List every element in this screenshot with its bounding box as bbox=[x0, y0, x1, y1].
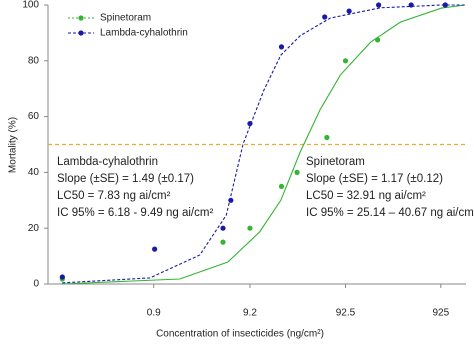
annotation: Slope (±SE) = 1.49 (±0.17) bbox=[57, 173, 194, 185]
y-tick-label: 20 bbox=[28, 223, 40, 234]
annotation: IC 95% = 25.14 – 40.67 ng ai/cm² bbox=[306, 207, 474, 219]
data-point bbox=[220, 239, 226, 245]
data-point bbox=[294, 169, 300, 175]
y-tick-label: 0 bbox=[33, 279, 39, 290]
y-axis-label: Mortality (%) bbox=[8, 117, 19, 173]
data-point bbox=[324, 134, 330, 141]
data-point bbox=[152, 246, 158, 252]
x-tick-label: 9.2 bbox=[243, 308, 257, 319]
legend-label: Spinetoram bbox=[100, 13, 151, 24]
data-point bbox=[247, 225, 253, 231]
x-axis-label: Concentration of insecticides (ng/cm²) bbox=[156, 329, 324, 340]
data-point bbox=[442, 2, 448, 8]
y-tick-label: 80 bbox=[28, 55, 40, 66]
legend-label: Lambda-cyhalothrin bbox=[100, 28, 188, 39]
data-point bbox=[408, 2, 414, 8]
data-point bbox=[376, 2, 382, 8]
data-point bbox=[278, 183, 285, 189]
fit-curve bbox=[62, 4, 465, 284]
data-point bbox=[59, 274, 65, 280]
fit-curve bbox=[62, 4, 465, 285]
data-point bbox=[375, 37, 381, 43]
data-point bbox=[278, 44, 285, 50]
legend-marker bbox=[78, 15, 84, 21]
x-tick-label: 0.9 bbox=[147, 308, 161, 319]
data-point bbox=[346, 8, 352, 14]
annotation: LC50 = 7.83 ng ai/cm² bbox=[57, 190, 171, 202]
annotation: IC 95% = 6.18 - 9.49 ng ai/cm² bbox=[57, 207, 213, 219]
annotation: Lambda-cyhalothrin bbox=[57, 156, 158, 168]
data-point bbox=[228, 197, 234, 203]
data-point bbox=[342, 58, 349, 64]
y-tick-label: 40 bbox=[28, 167, 40, 178]
y-tick-label: 100 bbox=[22, 0, 39, 11]
y-tick-label: 60 bbox=[28, 111, 40, 122]
legend-marker bbox=[78, 30, 84, 36]
data-point bbox=[220, 225, 226, 231]
x-tick-label: 92.5 bbox=[336, 308, 356, 319]
data-point bbox=[247, 120, 253, 127]
annotation: Slope (±SE) = 1.17 (±0.12) bbox=[306, 173, 443, 185]
data-point bbox=[322, 14, 328, 20]
annotation: LC50 = 32.91 ng ai/cm² bbox=[306, 190, 426, 202]
annotation: Spinetoram bbox=[306, 156, 365, 168]
x-tick-label: 925 bbox=[432, 308, 449, 319]
